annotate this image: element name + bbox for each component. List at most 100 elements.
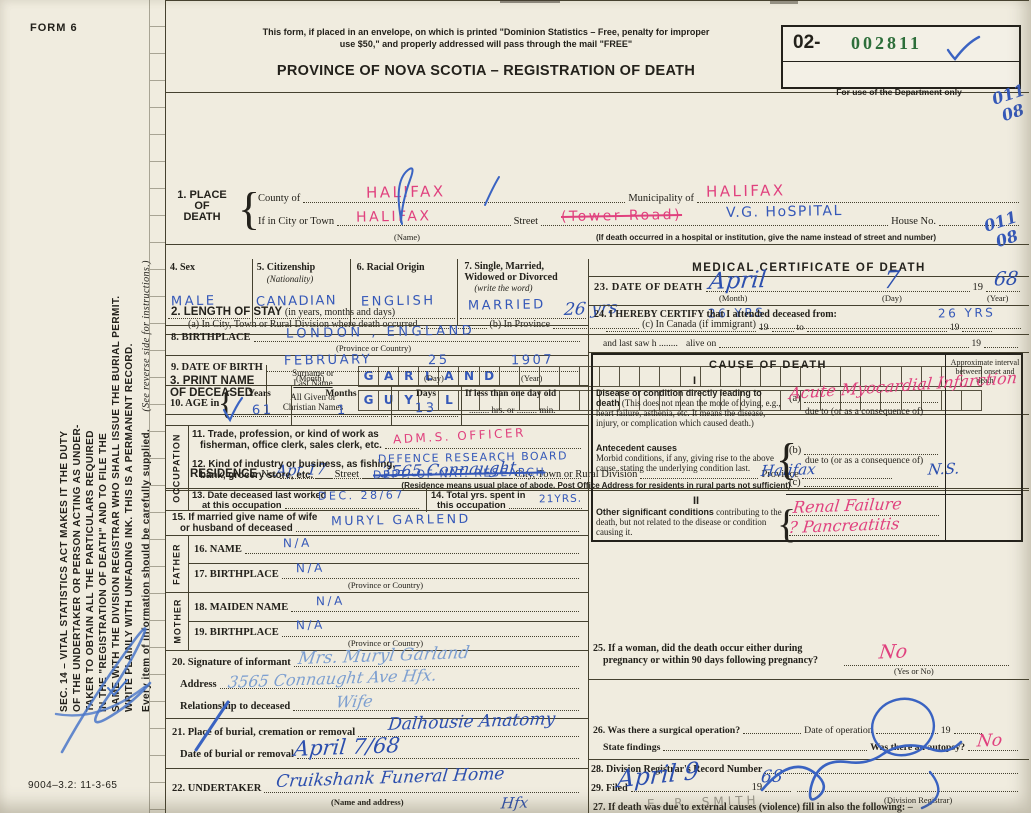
s11-line	[384, 446, 581, 450]
mother-maiden-value: N/A	[315, 593, 345, 609]
left-column: 4. Sex MALE 5. Citizenship (Nationality)…	[166, 259, 589, 813]
father-strip-label: FATHER	[171, 543, 182, 585]
birthplace-label: 8. BIRTHPLACE	[171, 332, 251, 343]
notice-line: SEC. 14 – VITAL STATISTICS ACT MAKES IT …	[59, 430, 70, 712]
age-days-value: 13	[414, 400, 437, 417]
interval-divider	[945, 355, 946, 540]
binding-strip	[149, 0, 165, 813]
other-conditions-bold: Other significant conditions	[596, 507, 714, 517]
s14-line	[508, 506, 582, 509]
dob-day-sub: (Day)	[424, 373, 444, 383]
father-birthplace-line	[281, 576, 579, 580]
s25-sub: (Yes or No)	[894, 666, 934, 676]
section-place-of-death: 1. PLACE OF DEATH { County of Municipali…	[166, 181, 1029, 245]
s1-number: 1.	[177, 189, 187, 201]
other-conditions-rest: contributing to the death, but not relat…	[596, 507, 782, 537]
antecedent-brace: {	[776, 435, 798, 484]
father-name-line	[244, 551, 579, 555]
section-residence: RESIDENCE No. Street City, Town or Rural…	[166, 458, 1029, 491]
dept-box-label: For use of the Department only	[836, 87, 962, 97]
informant-relationship-line	[293, 708, 579, 712]
margin-rotated-notice: SEC. 14 – VITAL STATISTICS ACT MAKES IT …	[58, 22, 153, 712]
s12-line	[316, 476, 581, 480]
s24-19b-line	[962, 329, 993, 332]
s11-label1: 11. Trade, profession, or kind of work a…	[192, 429, 379, 440]
dod-year-value: 68	[992, 267, 1020, 291]
s2c-line	[758, 326, 1021, 329]
cell-racial-origin: 6. Racial Origin ENGLISH	[351, 259, 459, 325]
mother-birthplace-value: N/A	[295, 617, 325, 633]
street-hospital-value: V.G. HoSPITAL	[725, 202, 844, 222]
s2c-label: (c) In Canada (if immigrant)	[642, 319, 756, 330]
row-date-of-death: 23. DATE OF DEATH 19 April 7 68 (Month) …	[589, 266, 1029, 306]
s2b-label: (b) In Province	[489, 319, 551, 330]
citizenship-sub: (Nationality)	[266, 273, 314, 284]
house-no-label: House No.	[891, 216, 936, 227]
mother-birthplace-sub: (Province or Country)	[348, 638, 424, 648]
s1-word2: OF	[194, 200, 210, 212]
residence-province-label: Province	[761, 469, 799, 481]
citizenship-value: CANADIAN	[255, 293, 337, 310]
s26-line-b	[875, 731, 938, 735]
mother-strip-label: MOTHER	[171, 599, 182, 644]
form-body: This form, if placed in an envelope, on …	[165, 0, 1029, 813]
dod-day-value: 7	[882, 265, 901, 295]
notice-line: OF THE UNDERTAKER OR PERSON ACTING AS UN…	[72, 424, 83, 712]
dept-number-prefix: 02-	[793, 32, 821, 53]
county-line	[303, 200, 626, 204]
s13-line	[284, 506, 419, 509]
age-infant-label: If less than one day old	[465, 389, 557, 399]
s11-label2: fisherman, office clerk, sales clerk, et…	[200, 440, 382, 451]
mail-notice-line2: use $50," and properly addressed will pa…	[339, 39, 633, 49]
citizenship-label: 5. Citizenship	[256, 262, 316, 273]
s15-label1: 15. If married give name of wife	[172, 512, 318, 523]
division-registrar-sub: (Division Registrar)	[884, 795, 953, 805]
s24-aliveon: alive on	[685, 339, 717, 349]
residence-no-line	[279, 476, 332, 480]
dob-day-value: 25	[427, 352, 450, 369]
father-birthplace-sub: (Province or Country)	[348, 580, 424, 590]
s26-findings-label: State findings	[603, 742, 661, 753]
dod-label: 23. DATE OF DEATH	[594, 282, 703, 293]
s24-alive-line	[719, 345, 969, 348]
residence-street-label: Street	[334, 469, 360, 481]
other-line1	[789, 515, 939, 516]
row-operation: 26. Was there a surgical operation? Date…	[589, 720, 1029, 760]
s2-title-sub: (in years, months and days)	[284, 307, 396, 318]
s15-value: MURYL GARLEND	[330, 510, 471, 529]
department-box: 02- 002811	[781, 25, 1021, 89]
burial-date-value: April 7/68	[292, 733, 402, 761]
s25-label1: 25. If a woman, did the death occur eith…	[593, 643, 803, 654]
s25-line	[844, 665, 1009, 666]
city-line	[337, 223, 511, 227]
s1-brace: {	[238, 183, 261, 234]
city-town-label: If in City or Town	[258, 216, 335, 227]
cause-b-due: due to (or as a consequence of)	[805, 456, 924, 466]
cell-marital-status: 7. Single, Married, Widowed or Divorced …	[458, 259, 588, 325]
section-print-name: 3. PRINT NAME OF DECEASED Surname or Las…	[166, 365, 1029, 415]
house-no-line	[939, 223, 1019, 227]
s24-line-a	[606, 329, 756, 332]
cause-a-due: due to (or as a consequence of)	[805, 407, 924, 417]
row-birthplace: 8. BIRTHPLACE LONDON , ENGLAND (Province…	[166, 323, 588, 356]
print-code: 9004–3.2: 11-3-65	[28, 780, 118, 791]
s13-cell: 13. Date deceased last worked at this oc…	[188, 488, 426, 512]
cell-citizenship: 5. Citizenship (Nationality) CANADIAN	[253, 259, 351, 325]
s26-line-a	[743, 731, 802, 735]
row-spouse: 15. If married give name of wife or husb…	[166, 511, 588, 536]
mother-maiden-label: 18. MAIDEN NAME	[194, 602, 289, 613]
s29-19: 19	[751, 782, 763, 793]
marital-label3: (write the word)	[474, 283, 533, 293]
informant-sig-label: 20. Signature of informant	[172, 657, 291, 668]
s29-filed-line	[630, 789, 749, 793]
residence-label: RESIDENCE	[190, 468, 258, 480]
letter-cell	[960, 390, 982, 411]
s14-label1: 14. Total yrs. spent in	[431, 490, 526, 500]
dob-year-value: 1907	[510, 352, 555, 369]
dod-year-line	[986, 289, 1020, 293]
mother-divider	[188, 621, 588, 622]
municipality-value: HALIFAX	[705, 181, 786, 201]
s12-label1: 12. Kind of industry or business, as fis…	[192, 459, 396, 470]
antecedent-bold: Antecedent causes	[596, 443, 677, 453]
s28-label: 28. Division Registrar's Record Number	[591, 764, 763, 775]
